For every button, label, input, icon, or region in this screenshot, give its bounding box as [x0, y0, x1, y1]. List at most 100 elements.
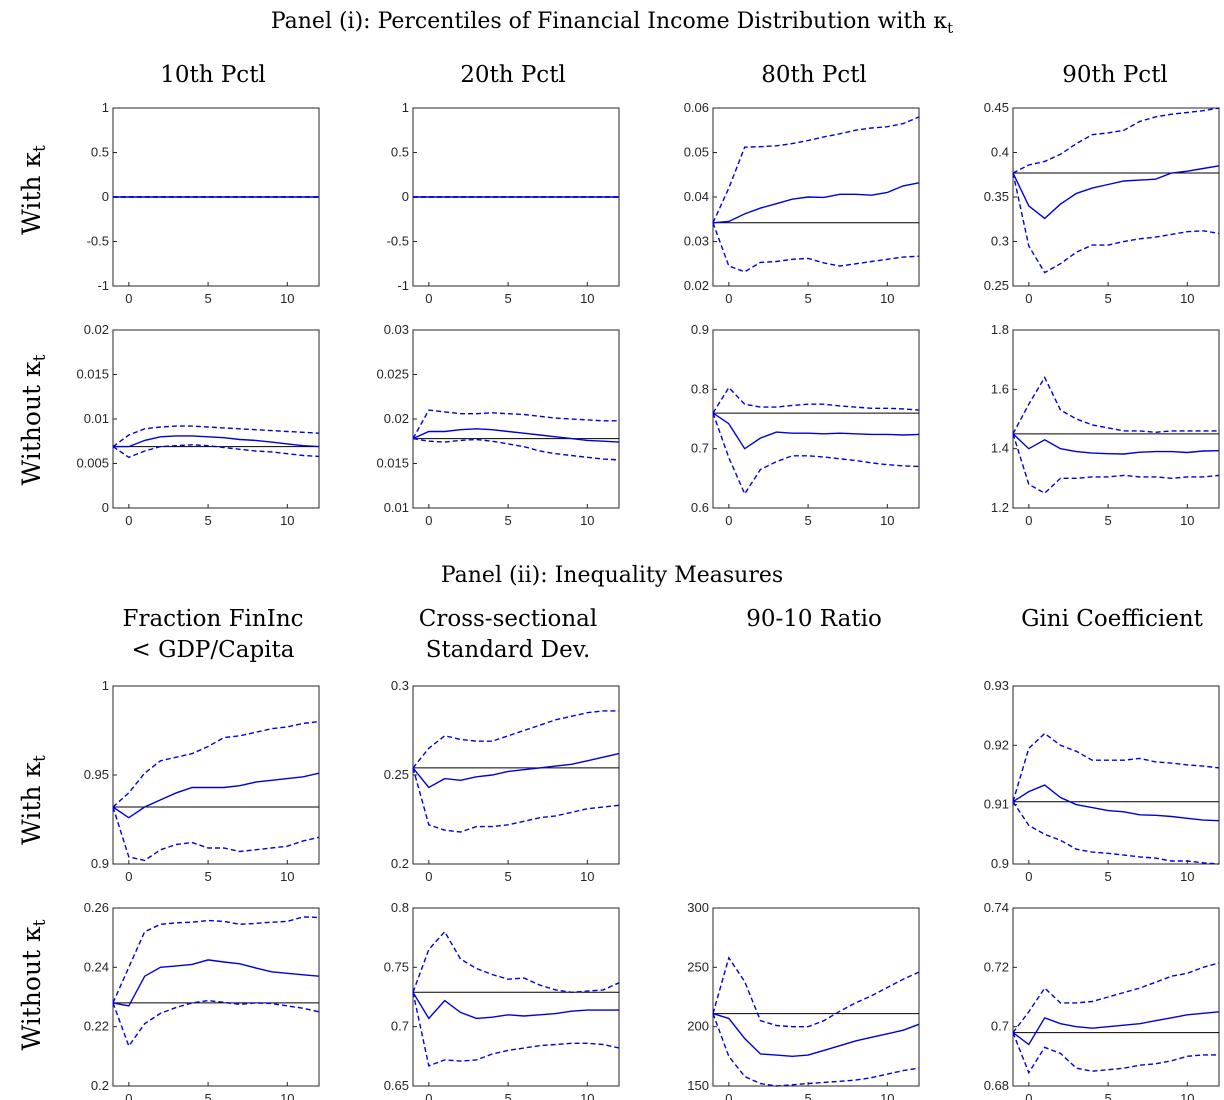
series-median	[1012, 784, 1220, 822]
axes-box	[1012, 685, 1220, 865]
x-tick-label: 10	[280, 291, 294, 306]
x-tick-label: 10	[580, 291, 594, 306]
y-tick-label: 0.68	[984, 1078, 1009, 1093]
x-tick-label: 0	[1025, 291, 1032, 306]
series-lower	[112, 806, 320, 862]
subplot-9010-without: 150 200 250 300 0 5 10	[687, 900, 920, 1100]
series-median	[112, 772, 320, 819]
x-tick-label: 5	[504, 869, 511, 884]
y-tick-label: 1.2	[991, 500, 1009, 515]
row-label-with-ii: With κt	[17, 755, 50, 845]
series-lower	[712, 1013, 920, 1087]
y-tick-label: 150	[687, 1078, 709, 1093]
panel-ii-title: Panel (ii): Inequality Measures	[441, 563, 783, 588]
x-tick-label: 10	[280, 1091, 294, 1100]
axes-box	[1012, 107, 1220, 287]
series-lower	[1012, 801, 1220, 865]
axes-box	[412, 907, 620, 1087]
col-title-stddev-a: Cross-sectional	[419, 606, 597, 632]
series-upper	[1012, 376, 1219, 435]
subplot-gini-with: 0.9 0.91 0.92 0.93 0 5 10	[984, 678, 1220, 884]
axes-box	[112, 907, 320, 1087]
subplot-20th-with: -1-0.500.510 5 10	[387, 100, 620, 306]
col-title-fraction-a: Fraction FinInc	[122, 606, 303, 632]
y-tick-label: 0	[102, 189, 109, 204]
subplot-10th-with: -1-0.500.510 5 10	[87, 100, 320, 306]
y-tick-label: 0	[102, 500, 109, 515]
x-tick-label: 10	[1180, 1091, 1194, 1100]
y-tick-label: 1.6	[991, 381, 1009, 396]
y-tick-label: 0.91	[984, 797, 1009, 812]
series-upper	[1012, 107, 1220, 174]
y-tick-label: 0.01	[384, 500, 409, 515]
y-tick-label: 0.05	[684, 145, 709, 160]
x-tick-label: 0	[125, 291, 132, 306]
series-median	[1012, 1011, 1220, 1046]
y-tick-label: 0.015	[76, 367, 109, 382]
x-tick-label: 10	[580, 513, 594, 528]
series-upper	[412, 409, 619, 439]
panel-i-title: Panel (i): Percentiles of Financial Inco…	[271, 9, 953, 37]
series-lower	[712, 222, 920, 273]
col-title-stddev-b: Standard Dev.	[426, 637, 591, 663]
y-tick-label: 0.04	[684, 189, 709, 204]
series-lower	[1012, 1032, 1219, 1075]
series-lower	[112, 444, 320, 459]
series-upper	[712, 116, 920, 224]
x-tick-label: 10	[580, 1091, 594, 1100]
y-tick-label: -0.5	[87, 234, 109, 249]
y-tick-label: 0.4	[991, 145, 1009, 160]
x-tick-label: 10	[280, 869, 294, 884]
x-tick-label: 5	[504, 291, 511, 306]
series-median	[412, 991, 619, 1020]
y-tick-label: 0.26	[84, 900, 109, 915]
x-tick-label: 0	[725, 291, 732, 306]
series-upper	[112, 720, 320, 808]
x-tick-label: 5	[504, 513, 511, 528]
series-median	[112, 959, 320, 1007]
row-label-without-i: Without κt	[17, 354, 50, 485]
y-tick-label: 0.6	[691, 500, 709, 515]
col-title-90th: 90th Pctl	[1062, 62, 1168, 88]
y-tick-label: 0.3	[391, 678, 409, 693]
series-lower	[412, 437, 620, 461]
subplot-20th-without: 0.01 0.015 0.02 0.025 0.03 0 5 10	[376, 322, 620, 528]
x-tick-label: 0	[425, 1091, 432, 1100]
series-median	[712, 1012, 920, 1058]
y-tick-label: 250	[687, 959, 709, 974]
series-upper	[1012, 732, 1220, 802]
x-tick-label: 5	[504, 1091, 511, 1100]
subplot-80th-without: 0.6 0.7 0.8 0.9 0 5 10	[691, 322, 920, 528]
axes-box	[1012, 329, 1220, 509]
series-lower	[112, 999, 320, 1048]
subplot-90th-without: 1.2 1.4 1.6 1.8 0 5 10	[991, 322, 1220, 528]
row-label-with-i: With κt	[17, 145, 50, 235]
y-tick-label: 0.65	[384, 1078, 409, 1093]
col-title-80th: 80th Pctl	[761, 62, 867, 88]
series-lower	[412, 992, 620, 1067]
y-tick-label: 0.45	[984, 100, 1009, 115]
series-upper	[712, 956, 920, 1028]
x-tick-label: 0	[425, 513, 432, 528]
y-tick-label: 0.7	[691, 441, 709, 456]
series-median	[1012, 165, 1220, 220]
y-tick-label: 0.7	[991, 1019, 1009, 1034]
series-median	[1012, 433, 1220, 455]
y-tick-label: 0.22	[84, 1019, 109, 1034]
series-upper	[112, 425, 320, 448]
x-tick-label: 5	[1104, 513, 1111, 528]
x-tick-label: 0	[1025, 869, 1032, 884]
series-median	[113, 435, 320, 448]
series-lower	[412, 767, 620, 833]
y-tick-label: 0.9	[91, 856, 109, 871]
col-title-20th: 20th Pctl	[460, 62, 566, 88]
x-tick-label: 10	[280, 513, 294, 528]
y-tick-label: 0.2	[91, 1078, 109, 1093]
y-tick-label: 1	[102, 100, 109, 115]
x-tick-label: 5	[804, 291, 811, 306]
y-tick-label: 0	[402, 189, 409, 204]
subplot-gini-without: 0.68 0.7 0.72 0.74 0 5 10	[984, 900, 1220, 1100]
y-tick-label: 0.9	[691, 322, 709, 337]
x-tick-label: 10	[1180, 513, 1194, 528]
